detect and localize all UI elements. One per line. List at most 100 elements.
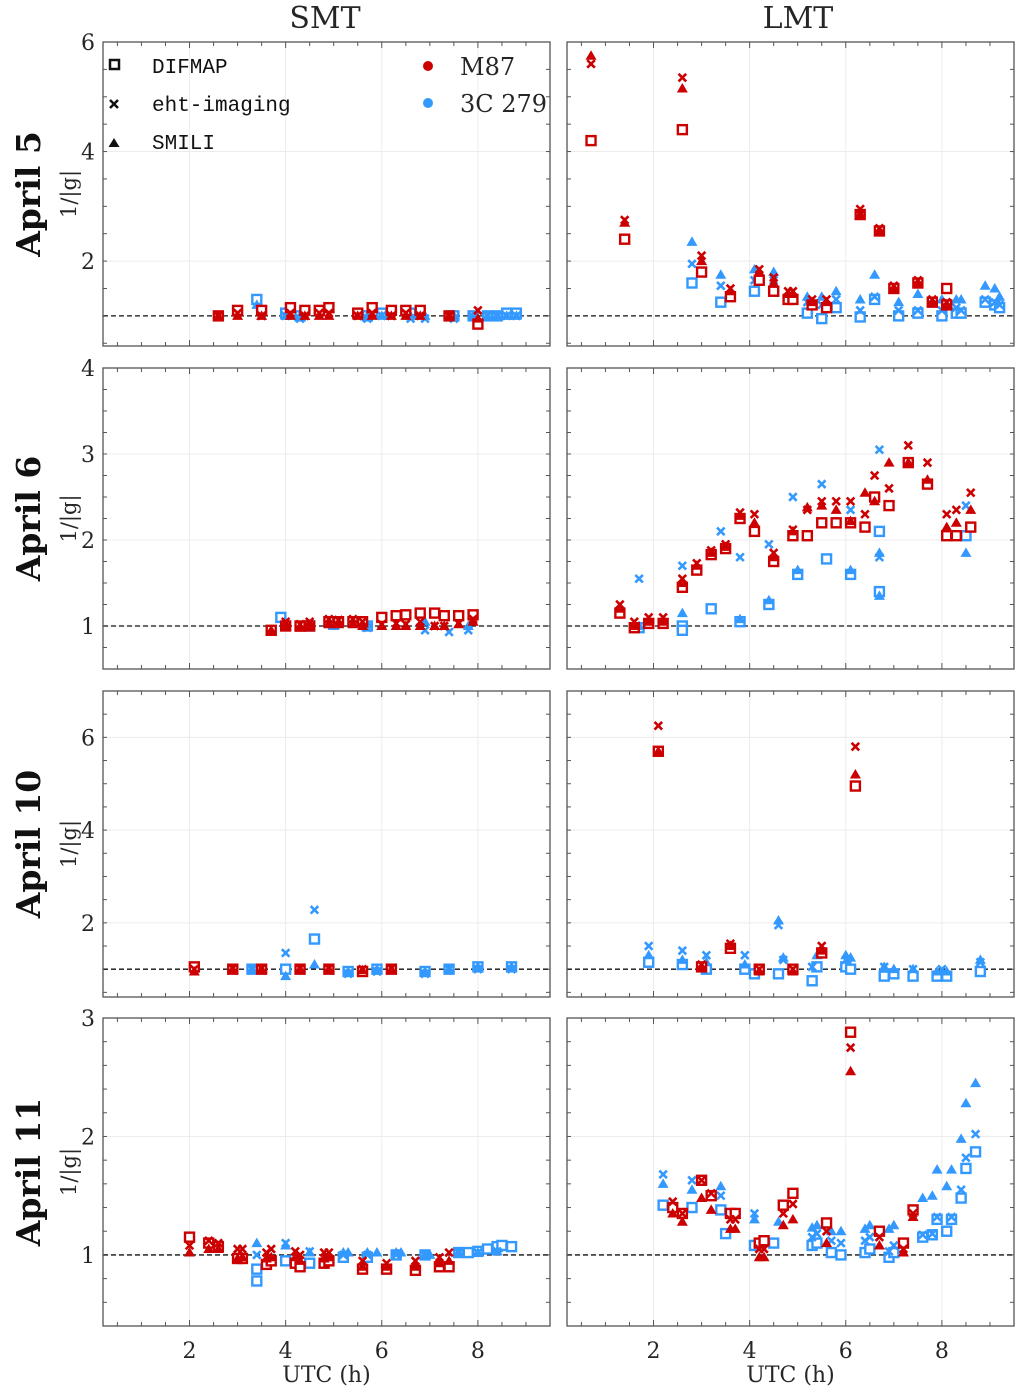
data-point-triangle [294, 622, 306, 632]
data-point-triangle [821, 296, 833, 307]
legend-label-m87: M87 [460, 53, 515, 81]
data-point-x [696, 1175, 707, 1186]
y-axis-label: 1/|g| [57, 1148, 82, 1196]
series-3c-279-eht-imaging [658, 1129, 981, 1257]
data-point-triangle [676, 1216, 688, 1226]
data-point-triangle [816, 500, 828, 510]
data-point-triangle [705, 547, 717, 557]
y-tick-label: 3 [81, 443, 95, 468]
data-point-triangle [313, 310, 325, 320]
data-point-triangle [323, 618, 335, 629]
y-tick-label: 4 [81, 819, 95, 844]
data-point-square [719, 1227, 732, 1240]
data-point-triangle [941, 966, 953, 976]
data-point-square [854, 311, 866, 323]
data-point-square [820, 1217, 833, 1229]
data-point-triangle [657, 1178, 669, 1188]
data-point-triangle [845, 1065, 857, 1076]
data-point-triangle [902, 457, 914, 467]
data-point-triangle [657, 616, 669, 626]
data-point-square [705, 1189, 717, 1202]
data-point-square [758, 1235, 770, 1247]
data-point-triangle [696, 961, 708, 971]
data-point-x [821, 1226, 832, 1236]
data-point-triangle [873, 225, 885, 235]
data-point-triangle [482, 310, 494, 320]
data-point-square [801, 530, 814, 542]
data-point-triangle [830, 285, 842, 296]
data-point-x [956, 305, 966, 316]
data-point-triangle [941, 299, 953, 309]
data-point-triangle [869, 495, 881, 506]
data-point-x [788, 492, 798, 502]
data-point-x [634, 573, 644, 584]
data-point-triangle [859, 487, 871, 497]
panel-april-11-smt: 1 2 3 1/|g| April 11 2 4 6 8 UTC (h) [9, 1007, 551, 1388]
data-point-triangle [950, 517, 962, 527]
data-point-triangle [227, 963, 239, 974]
row-title-april-10: April 10 [9, 770, 48, 920]
legend-3c279-dot-icon [423, 98, 433, 108]
y-axis-label: 1/|g| [57, 170, 82, 218]
data-point-triangle [357, 620, 369, 630]
data-point-x [473, 305, 483, 316]
series-m87-smili [667, 1065, 919, 1262]
data-point-triangle [787, 288, 799, 298]
data-point-triangle [974, 954, 986, 964]
data-point-square [820, 553, 833, 565]
data-point-x [444, 1247, 454, 1258]
data-point-triangle [212, 310, 224, 320]
legend-label-smili: SMILI [152, 133, 215, 156]
data-point-triangle [381, 1261, 393, 1271]
data-point-x [922, 457, 933, 468]
data-point-square [844, 963, 857, 975]
data-point-triangle [619, 217, 631, 227]
data-point-triangle [414, 310, 426, 320]
data-point-triangle [188, 966, 200, 976]
data-point-triangle [806, 296, 818, 307]
data-point-x [961, 1153, 971, 1163]
data-point-triangle [883, 457, 895, 467]
data-point-x [884, 483, 894, 494]
data-point-square [974, 965, 987, 978]
data-point-triangle [768, 277, 780, 288]
data-point-x [677, 72, 688, 83]
plot-area [567, 691, 1014, 997]
data-point-triangle [501, 310, 513, 320]
data-point-triangle [821, 1237, 833, 1248]
data-point-triangle [265, 624, 277, 635]
data-point-triangle [960, 547, 972, 557]
data-point-triangle [907, 963, 919, 974]
data-point-x [994, 300, 1005, 310]
x-tick-label: 2 [183, 1339, 197, 1364]
data-point-triangle [652, 745, 664, 756]
series-m87-smili [652, 745, 861, 976]
data-point-x [716, 526, 726, 537]
data-point-triangle [246, 963, 258, 974]
y-axis-label: 1/|g| [57, 494, 82, 542]
panel-april-5-lmt [566, 41, 1015, 347]
data-point-triangle [323, 310, 335, 320]
data-point-triangle [897, 1247, 909, 1257]
plot-area [103, 1018, 550, 1326]
data-point-triangle [845, 952, 857, 962]
data-point-triangle [926, 296, 938, 307]
legend-label-eht-imaging: eht-imaging [152, 95, 291, 118]
axes-frame [566, 1017, 1015, 1327]
data-point-triangle [424, 1249, 436, 1259]
data-point-x [970, 1129, 981, 1139]
data-point-x [735, 552, 745, 562]
data-point-triangle [917, 1192, 929, 1203]
data-point-triangle [715, 1180, 727, 1191]
data-point-square [585, 134, 597, 147]
data-point-triangle [849, 768, 861, 779]
data-point-square [748, 285, 761, 297]
data-point-x [850, 741, 861, 752]
data-point-x [778, 1208, 789, 1219]
data-point-square [753, 274, 765, 286]
data-point-triangle [955, 1133, 967, 1143]
data-point-square [279, 1255, 292, 1267]
data-point-x [586, 59, 596, 69]
series-3c-279-smili [657, 1077, 982, 1236]
